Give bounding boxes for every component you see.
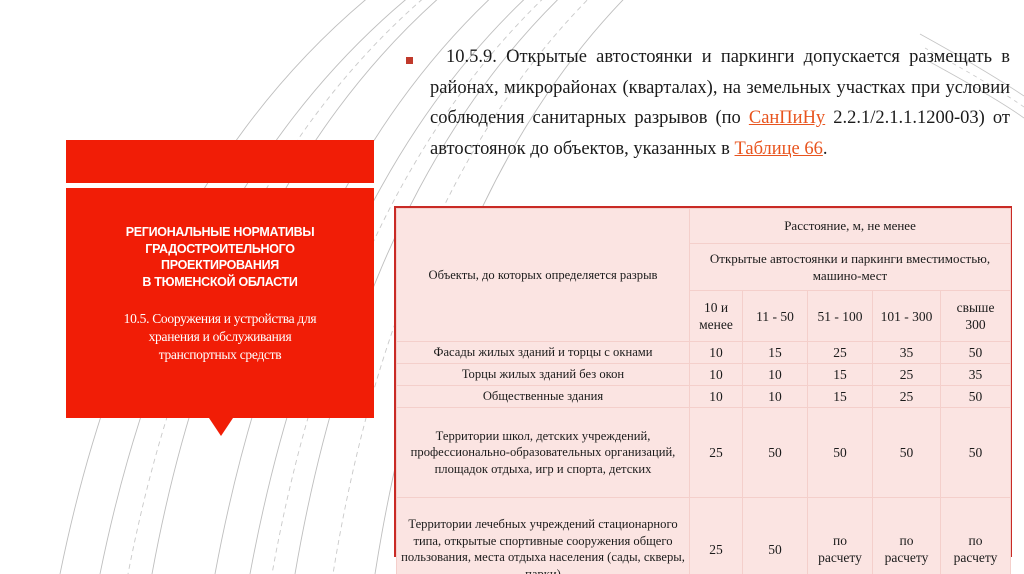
row-4-value-5: 50 <box>939 407 1012 498</box>
header-range-cell-1: 10 и менее <box>689 290 743 342</box>
row-5-value-5: по расчету <box>939 497 1012 574</box>
sanpin-link[interactable]: СанПиНу <box>748 108 826 128</box>
callout-title-line-1: РЕГИОНАЛЬНЫЕ НОРМАТИВЫ <box>125 225 315 239</box>
body-paragraph: 10.5.9. Открытые автостоянки и паркинги … <box>402 42 1010 164</box>
row-label-4: Территории школ, детских учреждений, про… <box>396 407 690 498</box>
table-header-row-distance: Объекты, до которых определяется разрыв … <box>396 208 1012 342</box>
row-label-1: Фасады жилых зданий и торцы с окнами <box>396 341 690 364</box>
row-2-value-3: 15 <box>807 363 873 386</box>
row-3-value-3: 15 <box>807 385 873 408</box>
table-header-row-capacity: Открытые автостоянки и паркинги вместимо… <box>397 243 1012 291</box>
table-header-row-ranges: 10 и менее 11 - 50 51 - 100 101 - 300 св… <box>397 290 1012 342</box>
row-2-value-4: 25 <box>872 363 941 386</box>
norms-table-container: Объекты, до которых определяется разрыв … <box>394 206 1012 574</box>
table-row: Территории школ, детских учреждений, про… <box>396 407 1012 498</box>
callout-block: РЕГИОНАЛЬНЫЕ НОРМАТИВЫ ГРАДОСТРОИТЕЛЬНОГ… <box>66 188 374 418</box>
row-1-value-3: 25 <box>807 341 873 364</box>
callout-subtitle-line-3: транспортных средств <box>158 347 282 362</box>
callout-pointer-icon <box>209 418 233 436</box>
row-1-value-4: 35 <box>872 341 941 364</box>
paragraph-segment-1: 10.5.9. Открытые автостоянки и паркинги … <box>430 47 1010 128</box>
callout-top-bar <box>66 140 374 183</box>
table-row: Территории лечебных учреждений стационар… <box>396 497 1012 574</box>
square-bullet-icon <box>406 57 413 64</box>
row-4-value-1: 25 <box>689 407 743 498</box>
row-1-value-1: 10 <box>689 341 743 364</box>
paragraph-segment-2: 2.2.1/2.1.1.1200-03) от автостоянок до о… <box>430 108 1010 159</box>
header-capacity-cell: Открытые автостоянки и паркинги вместимо… <box>688 243 1012 291</box>
callout-content: РЕГИОНАЛЬНЫЕ НОРМАТИВЫ ГРАДОСТРОИТЕЛЬНОГ… <box>66 188 374 418</box>
table-row: Общественные здания 10 10 15 25 50 <box>396 385 1012 408</box>
row-label-2: Торцы жилых зданий без окон <box>396 363 690 386</box>
header-objects-cell: Объекты, до которых определяется разрыв <box>396 208 690 342</box>
row-4-value-4: 50 <box>872 407 941 498</box>
header-range-cell-5: свыше 300 <box>939 290 1012 342</box>
row-4-value-3: 50 <box>807 407 873 498</box>
body-paragraph-block: 10.5.9. Открытые автостоянки и паркинги … <box>402 42 1010 164</box>
row-label-5: Территории лечебных учреждений стационар… <box>396 497 690 574</box>
row-4-value-2: 50 <box>742 407 808 498</box>
row-5-value-3: по расчету <box>807 497 873 574</box>
callout-subtitle-line-2: хранения и обслуживания <box>148 329 292 344</box>
row-1-value-2: 15 <box>742 341 808 364</box>
table-row: Торцы жилых зданий без окон 10 10 15 25 … <box>396 363 1012 386</box>
row-3-value-2: 10 <box>742 385 808 408</box>
row-3-value-4: 25 <box>872 385 941 408</box>
row-5-value-2: 50 <box>742 497 808 574</box>
row-label-3: Общественные здания <box>396 385 690 408</box>
table-66-link[interactable]: Таблице 66 <box>734 138 823 159</box>
row-3-value-5: 50 <box>939 385 1012 408</box>
row-3-value-1: 10 <box>689 385 743 408</box>
callout-subtitle-line-1: 10.5. Сооружения и устройства для <box>123 311 317 326</box>
row-2-value-2: 10 <box>742 363 808 386</box>
row-2-value-1: 10 <box>689 363 743 386</box>
header-range-cell-3: 51 - 100 <box>807 290 873 342</box>
row-5-value-4: по расчету <box>872 497 941 574</box>
callout-title-line-4: В ТЮМЕНСКОЙ ОБЛАСТИ <box>142 274 298 289</box>
callout-title-line-2: ГРАДОСТРОИТЕЛЬНОГО <box>145 241 295 256</box>
header-range-cell-4: 101 - 300 <box>872 290 941 342</box>
header-distance-cell: Расстояние, м, не менее <box>688 208 1012 244</box>
row-5-value-1: 25 <box>689 497 743 574</box>
row-1-value-5: 50 <box>939 341 1012 364</box>
callout-title-line-3: ПРОЕКТИРОВАНИЯ <box>161 258 279 272</box>
paragraph-segment-3: . <box>822 138 828 159</box>
row-2-value-5: 35 <box>939 363 1012 386</box>
table-row: Фасады жилых зданий и торцы с окнами 10 … <box>396 341 1012 364</box>
header-range-cell-2: 11 - 50 <box>742 290 808 342</box>
norms-table: Объекты, до которых определяется разрыв … <box>396 208 1012 574</box>
